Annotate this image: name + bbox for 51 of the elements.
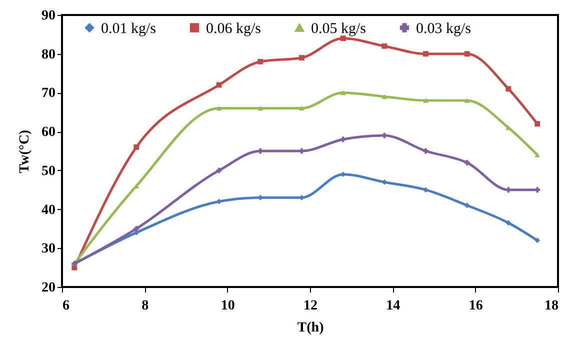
point <box>464 51 470 57</box>
legend-label: 0.03 kg/s <box>416 20 472 37</box>
y-tick-label: 60 <box>42 125 56 140</box>
point <box>258 58 264 64</box>
y-tick-label: 30 <box>42 242 56 257</box>
point <box>216 168 222 174</box>
x-tick-label: 10 <box>220 298 235 314</box>
point <box>134 226 140 232</box>
point <box>506 220 512 226</box>
y-tick-label: 40 <box>42 202 56 218</box>
y-tick-label: 80 <box>42 47 56 62</box>
point <box>422 98 428 103</box>
point <box>216 82 222 88</box>
legend-label: 0.06 kg/s <box>206 20 262 37</box>
point <box>382 43 388 49</box>
point <box>340 136 346 142</box>
point <box>464 160 470 166</box>
point <box>216 198 222 204</box>
y-tick-label: 90 <box>42 8 56 24</box>
point <box>506 187 512 193</box>
legend-label: 0.05 kg/s <box>311 20 366 37</box>
y-tick-label: 50 <box>42 164 56 179</box>
point <box>298 106 304 111</box>
point <box>216 106 222 111</box>
x-axis-title: T(h) <box>297 320 324 336</box>
legend-label: 0.01 kg/s <box>101 20 156 37</box>
x-tick-label: 8 <box>142 298 149 314</box>
point <box>298 148 304 154</box>
y-tick-label: 20 <box>42 280 56 296</box>
x-tick-label: 18 <box>544 298 558 314</box>
point <box>382 132 388 138</box>
point <box>534 187 540 193</box>
point <box>422 148 428 154</box>
x-tick-label: 16 <box>468 298 483 314</box>
point <box>464 98 470 103</box>
point <box>422 51 428 57</box>
point <box>534 238 540 244</box>
x-tick-label: 14 <box>386 298 400 314</box>
y-axis-title: Tw(°C) <box>18 129 32 174</box>
point <box>298 55 304 60</box>
point <box>134 144 140 150</box>
point <box>506 86 512 92</box>
point <box>464 202 470 208</box>
x-tick-label: 12 <box>304 298 318 314</box>
point <box>258 106 264 111</box>
y-tick-label: 70 <box>42 86 56 102</box>
point <box>534 152 540 158</box>
x-tick-label: 6 <box>62 298 70 314</box>
point <box>382 94 388 99</box>
point <box>534 121 540 127</box>
point <box>340 90 346 96</box>
